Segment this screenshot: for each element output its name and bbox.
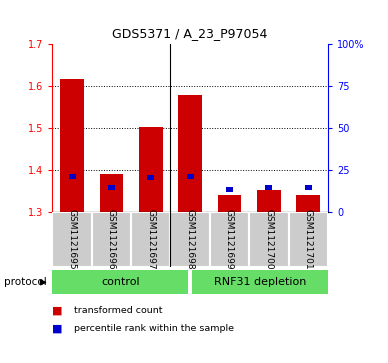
Bar <box>52 270 188 294</box>
Bar <box>249 212 289 267</box>
Text: control: control <box>101 277 140 287</box>
Bar <box>100 174 123 212</box>
Bar <box>60 79 84 212</box>
Bar <box>139 127 163 212</box>
Text: GSM1121695: GSM1121695 <box>68 209 76 270</box>
Text: GSM1121700: GSM1121700 <box>264 209 273 270</box>
Bar <box>210 212 249 267</box>
Bar <box>226 187 233 192</box>
Text: percentile rank within the sample: percentile rank within the sample <box>74 324 234 333</box>
Bar <box>147 175 154 180</box>
Bar <box>92 212 131 267</box>
Text: ■: ■ <box>52 305 63 315</box>
Text: protocol: protocol <box>4 277 47 287</box>
Text: RNF31 depletion: RNF31 depletion <box>214 277 306 287</box>
Bar <box>52 212 92 267</box>
Bar <box>296 195 320 212</box>
Text: GSM1121699: GSM1121699 <box>225 209 234 270</box>
Title: GDS5371 / A_23_P97054: GDS5371 / A_23_P97054 <box>113 26 268 40</box>
Text: transformed count: transformed count <box>74 306 162 315</box>
Bar <box>178 95 202 212</box>
Text: ■: ■ <box>52 323 63 334</box>
Bar <box>192 270 328 294</box>
Text: GSM1121701: GSM1121701 <box>304 209 313 270</box>
Bar <box>289 212 328 267</box>
Bar <box>265 184 272 189</box>
Bar <box>170 212 210 267</box>
Text: GSM1121696: GSM1121696 <box>107 209 116 270</box>
Bar <box>69 174 76 179</box>
Text: GSM1121697: GSM1121697 <box>146 209 155 270</box>
Bar <box>131 212 170 267</box>
Bar <box>218 195 241 212</box>
Text: GSM1121698: GSM1121698 <box>185 209 195 270</box>
Bar <box>187 174 194 179</box>
Bar <box>305 185 312 191</box>
Bar <box>257 191 281 212</box>
Bar <box>108 185 115 191</box>
